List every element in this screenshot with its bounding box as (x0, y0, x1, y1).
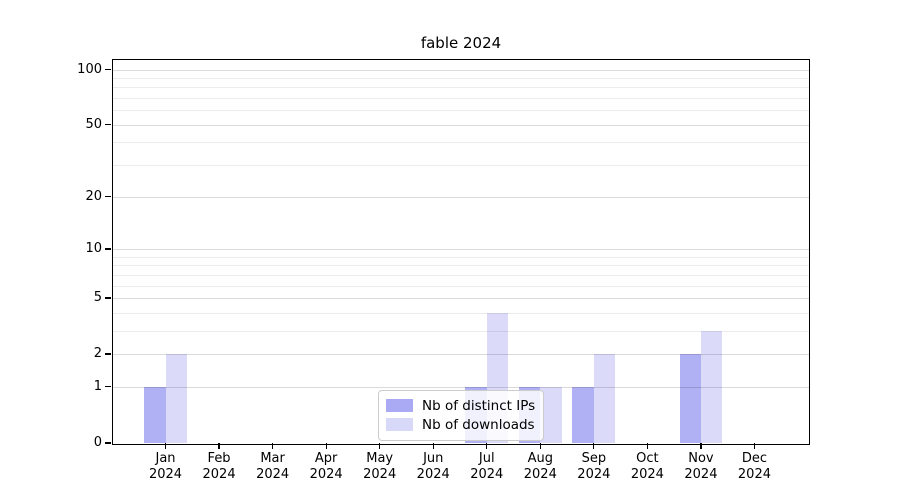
major-gridline (112, 124, 809, 126)
legend: Nb of distinct IPs Nb of downloads (378, 390, 544, 441)
minor-gridline (112, 256, 809, 258)
x-tick (593, 443, 595, 449)
chart-title: fable 2024 (420, 34, 502, 52)
bar-downloads-sep (593, 354, 616, 443)
x-tick-label: Jan 2024 (148, 451, 183, 482)
bar-distinct-ips-sep (572, 386, 594, 443)
minor-gridline (112, 77, 809, 79)
minor-gridline (112, 274, 809, 276)
y-tick-label: 5 (93, 289, 102, 305)
x-tick-label: May 2024 (363, 451, 397, 482)
y-tick (105, 297, 111, 299)
y-tick (105, 68, 111, 71)
x-tick (753, 443, 756, 449)
x-tick (486, 443, 488, 449)
x-tick-label: Dec 2024 (737, 451, 771, 482)
major-gridline (112, 69, 809, 71)
x-tick (539, 443, 541, 449)
x-tick-label: Jul 2024 (470, 451, 504, 482)
minor-gridline (112, 87, 809, 89)
x-tick-label: Feb 2024 (202, 451, 236, 482)
y-tick-label: 1 (93, 378, 102, 394)
x-tick (164, 443, 167, 449)
major-gridline (112, 386, 809, 388)
legend-swatch-distinct-ips (386, 399, 413, 412)
major-gridline (112, 196, 809, 198)
x-tick-label: Oct 2024 (630, 451, 664, 482)
legend-label-distinct-ips: Nb of distinct IPs (422, 397, 536, 414)
y-tick (105, 196, 111, 198)
x-tick (432, 443, 434, 449)
legend-swatch-downloads (386, 418, 413, 431)
bar-downloads-jan (165, 354, 187, 443)
minor-gridline (112, 312, 809, 314)
x-tick (646, 443, 648, 449)
legend-row-distinct-ips: Nb of distinct IPs (386, 396, 535, 415)
y-tick-label: 10 (85, 240, 102, 256)
minor-gridline (112, 98, 809, 100)
y-tick-label: 50 (85, 116, 102, 132)
y-tick (105, 353, 111, 355)
minor-gridline (112, 165, 809, 167)
bar-distinct-ips-nov (679, 354, 701, 443)
x-tick-label: Sep 2024 (577, 451, 611, 482)
major-gridline (112, 354, 809, 356)
bar-distinct-ips-jan (144, 386, 166, 443)
x-tick (218, 443, 220, 449)
minor-gridline (112, 285, 809, 287)
minor-gridline (112, 265, 809, 267)
x-tick-label: Nov 2024 (684, 451, 718, 482)
y-tick (105, 442, 111, 444)
x-tick (700, 443, 702, 449)
x-tick (379, 443, 381, 449)
legend-label-downloads: Nb of downloads (422, 416, 535, 433)
y-tick-label: 100 (77, 61, 102, 77)
x-tick-label: Apr 2024 (309, 451, 343, 482)
major-gridline (112, 248, 809, 250)
x-tick (272, 443, 274, 449)
minor-gridline (112, 330, 809, 332)
bar-downloads-nov (700, 330, 723, 443)
legend-row-downloads: Nb of downloads (386, 415, 535, 434)
x-tick-label: Aug 2024 (523, 451, 557, 482)
minor-gridline (112, 110, 809, 112)
major-gridline (112, 297, 809, 299)
x-tick-label: Jun 2024 (416, 451, 450, 482)
plot-area: Jan 2024 Feb 2024 Mar 2024 Apr 2024 May 2024… (77, 59, 809, 482)
y-tick-label: 2 (93, 346, 102, 362)
minor-gridline (112, 142, 809, 144)
y-tick-label: 0 (93, 435, 102, 450)
y-tick (105, 248, 111, 250)
y-tick (105, 124, 111, 126)
y-tick-label: 20 (85, 188, 102, 204)
x-tick-label: Mar 2024 (256, 451, 290, 482)
y-tick (105, 386, 111, 388)
x-tick (325, 443, 327, 449)
bar-downloads-aug (540, 386, 562, 443)
